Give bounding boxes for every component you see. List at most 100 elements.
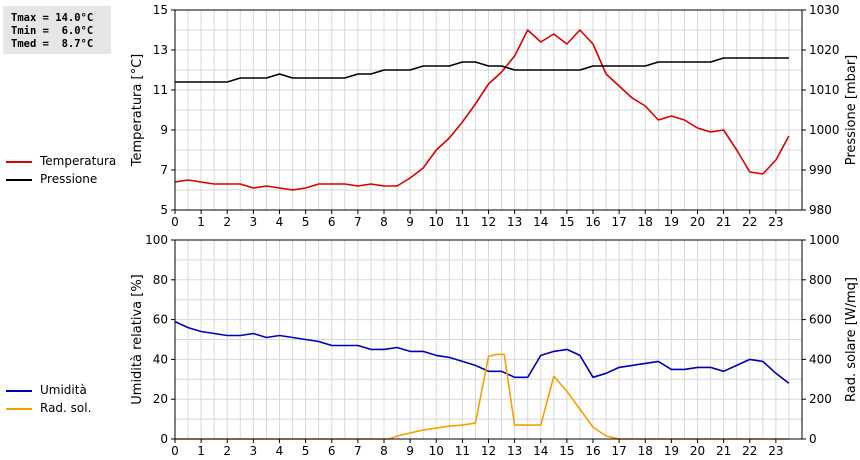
x-tick-label: 20 (690, 215, 705, 229)
x-tick-label: 9 (406, 444, 414, 458)
legend-swatch-pressione (6, 179, 32, 181)
chart-1: 0 1 2 3 4 5 6 7 8 9 10 11 12 13 14 15 16 17 18 19 20 21 22 2357… (130, 3, 859, 229)
x-tick-label: 3 (250, 215, 258, 229)
y-left-tick-label: 0 (160, 432, 168, 446)
x-tick-label: 18 (638, 215, 653, 229)
stat-tmax: Tmax = 14.0°C (11, 12, 94, 24)
x-tick-label: 9 (406, 215, 414, 229)
x-tick-label: 22 (742, 444, 757, 458)
y-left-tick-label: 20 (153, 392, 168, 406)
x-tick-label: 5 (302, 444, 310, 458)
y-right-axis-title: Pressione [mbar] (844, 55, 859, 166)
legend-label-rad-sol: Rad. sol. (40, 401, 92, 415)
x-tick-label: 17 (611, 215, 626, 229)
x-tick-label: 11 (455, 215, 470, 229)
x-tick-label: 14 (533, 215, 548, 229)
legend-swatch-rad-sol (6, 408, 32, 410)
y-right-axis-title: Rad. solare [W/mq] (844, 277, 859, 402)
y-left-tick-label: 9 (160, 123, 168, 137)
x-tick-label: 3 (250, 444, 258, 458)
legend-item-temperatura: Temperatura (6, 154, 156, 172)
y-left-tick-label: 13 (153, 43, 168, 57)
x-tick-label: 16 (585, 215, 600, 229)
chart-2: 0 1 2 3 4 5 6 7 8 9 10 11 12 13 14 15 16 17 18 19 20 21 22 2302… (130, 233, 859, 458)
legend-item-umidita: Umidità (6, 383, 156, 401)
x-tick-label: 23 (768, 215, 783, 229)
y-left-axis-title: Umidità relativa [%] (130, 274, 145, 404)
y-left-tick-label: 40 (153, 352, 168, 366)
legend-label-temperatura: Temperatura (40, 154, 117, 168)
y-right-tick-label: 1030 (809, 3, 840, 17)
x-tick-label: 18 (638, 444, 653, 458)
y-right-tick-label: 980 (809, 203, 832, 217)
y-left-tick-label: 11 (153, 83, 168, 97)
x-tick-label: 7 (354, 444, 362, 458)
legend-item-rad-sol: Rad. sol. (6, 401, 156, 419)
x-tick-label: 15 (559, 444, 574, 458)
y-right-tick-label: 1010 (809, 83, 840, 97)
y-left-tick-label: 80 (153, 273, 168, 287)
legend-item-pressione: Pressione (6, 172, 156, 190)
legend-bottom: Umidità Rad. sol. (6, 383, 156, 419)
legend-swatch-umidita (6, 390, 32, 392)
x-tick-label: 16 (585, 444, 600, 458)
x-tick-label: 4 (276, 215, 284, 229)
x-tick-label: 6 (328, 215, 336, 229)
x-tick-label: 1 (197, 215, 205, 229)
x-tick-label: 22 (742, 215, 757, 229)
x-tick-label: 13 (507, 444, 522, 458)
y-right-tick-label: 990 (809, 163, 832, 177)
legend-top: Temperatura Pressione (6, 154, 156, 190)
legend-label-umidita: Umidità (40, 383, 87, 397)
x-tick-label: 21 (716, 215, 731, 229)
y-right-tick-label: 0 (809, 432, 817, 446)
x-tick-label: 11 (455, 444, 470, 458)
x-tick-label: 20 (690, 444, 705, 458)
y-right-tick-label: 400 (809, 352, 832, 366)
y-right-tick-label: 200 (809, 392, 832, 406)
y-left-axis-title: Temperatura [°C] (130, 54, 145, 167)
y-right-tick-label: 600 (809, 313, 832, 327)
y-left-tick-label: 7 (160, 163, 168, 177)
x-tick-label: 19 (664, 215, 679, 229)
x-tick-label: 8 (380, 215, 388, 229)
x-tick-label: 2 (223, 215, 231, 229)
stat-tmed: Tmed = 8.7°C (11, 38, 94, 50)
y-left-tick-label: 15 (153, 3, 168, 17)
x-tick-label: 19 (664, 444, 679, 458)
y-right-tick-label: 1020 (809, 43, 840, 57)
x-tick-label: 6 (328, 444, 336, 458)
x-tick-label: 2 (223, 444, 231, 458)
x-tick-label: 12 (481, 215, 496, 229)
y-left-tick-label: 5 (160, 203, 168, 217)
y-left-tick-label: 100 (145, 233, 168, 247)
x-tick-label: 4 (276, 444, 284, 458)
x-tick-label: 10 (429, 215, 444, 229)
legend-label-pressione: Pressione (40, 172, 98, 186)
y-right-tick-label: 800 (809, 273, 832, 287)
series-line-temperatura (174, 29, 790, 191)
x-tick-label: 5 (302, 215, 310, 229)
x-tick-label: 21 (716, 444, 731, 458)
x-tick-label: 14 (533, 444, 548, 458)
x-tick-label: 17 (611, 444, 626, 458)
x-tick-label: 10 (429, 444, 444, 458)
y-left-tick-label: 60 (153, 313, 168, 327)
stats-box: Tmax = 14.0°C Tmin = 6.0°C Tmed = 8.7°C (3, 6, 111, 54)
x-tick-label: 12 (481, 444, 496, 458)
stat-tmin: Tmin = 6.0°C (11, 25, 94, 37)
x-tick-label: 0 (171, 215, 179, 229)
legend-swatch-temperatura (6, 161, 32, 163)
series-line-umidit- (174, 320, 790, 384)
x-tick-label: 7 (354, 215, 362, 229)
series-line-pressione (175, 57, 789, 83)
x-tick-label: 1 (197, 444, 205, 458)
y-right-tick-label: 1000 (809, 123, 840, 137)
x-tick-label: 8 (380, 444, 388, 458)
x-tick-label: 0 (171, 444, 179, 458)
x-tick-label: 23 (768, 444, 783, 458)
x-tick-label: 13 (507, 215, 522, 229)
x-tick-label: 15 (559, 215, 574, 229)
y-right-tick-label: 1000 (809, 233, 840, 247)
